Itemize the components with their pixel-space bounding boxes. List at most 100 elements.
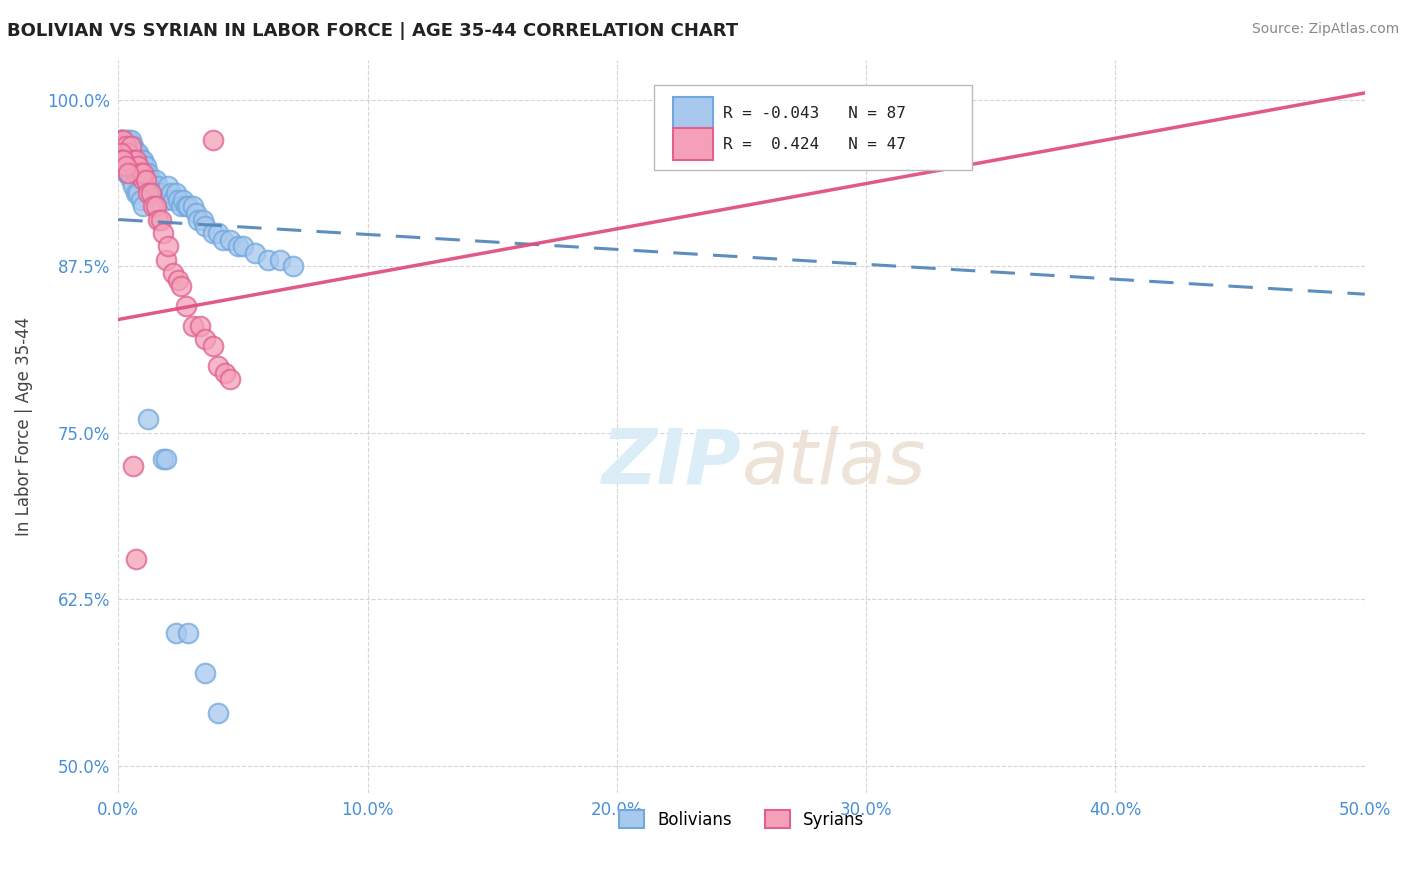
Point xyxy=(135,172,157,186)
Point xyxy=(129,166,152,180)
Point xyxy=(124,552,146,566)
Point xyxy=(129,166,152,180)
Point xyxy=(256,252,278,267)
Point xyxy=(112,139,135,153)
Point xyxy=(124,159,146,173)
Point xyxy=(152,186,174,200)
Point xyxy=(120,172,142,186)
Point xyxy=(155,193,177,207)
Point xyxy=(112,132,135,146)
Text: atlas: atlas xyxy=(741,425,927,500)
Point xyxy=(117,166,139,180)
Point xyxy=(219,372,242,386)
Point xyxy=(117,153,139,167)
Point xyxy=(184,206,207,220)
Point xyxy=(139,186,162,200)
Point xyxy=(120,153,142,167)
Legend: Bolivians, Syrians: Bolivians, Syrians xyxy=(612,804,872,836)
Point xyxy=(124,153,146,167)
Point xyxy=(114,139,136,153)
Point xyxy=(145,172,167,186)
Point xyxy=(114,159,136,173)
Point xyxy=(112,145,135,160)
Point xyxy=(110,132,132,146)
Point xyxy=(194,333,217,347)
Point xyxy=(167,193,190,207)
Point xyxy=(122,179,145,194)
Point xyxy=(129,193,152,207)
Text: Source: ZipAtlas.com: Source: ZipAtlas.com xyxy=(1251,22,1399,37)
Point xyxy=(194,665,217,680)
Point xyxy=(201,339,224,353)
Point xyxy=(201,132,224,146)
Point xyxy=(127,153,149,167)
Y-axis label: In Labor Force | Age 35-44: In Labor Force | Age 35-44 xyxy=(15,317,32,536)
FancyBboxPatch shape xyxy=(673,128,713,161)
Point xyxy=(122,153,145,167)
Point xyxy=(149,212,172,227)
Point xyxy=(132,153,155,167)
Point xyxy=(110,132,132,146)
Point xyxy=(169,279,191,293)
Point xyxy=(110,145,132,160)
Point xyxy=(139,172,162,186)
Point xyxy=(165,625,187,640)
Point xyxy=(136,186,159,200)
Point xyxy=(132,172,155,186)
Point xyxy=(155,452,177,467)
Point xyxy=(117,132,139,146)
Text: R =  0.424   N = 47: R = 0.424 N = 47 xyxy=(723,136,905,152)
Point xyxy=(145,186,167,200)
Point xyxy=(207,359,229,373)
Point xyxy=(136,172,159,186)
Point xyxy=(281,259,304,273)
Point xyxy=(110,132,132,146)
Point xyxy=(122,139,145,153)
Point xyxy=(120,139,142,153)
Point xyxy=(124,166,146,180)
Point xyxy=(145,199,167,213)
Point xyxy=(146,186,169,200)
Point xyxy=(120,145,142,160)
Point xyxy=(114,132,136,146)
FancyBboxPatch shape xyxy=(673,97,713,129)
Point xyxy=(114,139,136,153)
Point xyxy=(146,212,169,227)
Point xyxy=(124,153,146,167)
Point xyxy=(129,153,152,167)
Point xyxy=(142,199,165,213)
Point xyxy=(172,193,194,207)
Point xyxy=(110,139,132,153)
Point xyxy=(117,139,139,153)
Point xyxy=(167,272,190,286)
Point xyxy=(212,233,235,247)
Point xyxy=(181,319,204,334)
Point xyxy=(174,199,197,213)
Text: R = -0.043   N = 87: R = -0.043 N = 87 xyxy=(723,106,905,121)
Point xyxy=(159,186,181,200)
Point xyxy=(245,245,267,260)
Point xyxy=(129,159,152,173)
Point xyxy=(152,226,174,240)
Point xyxy=(269,252,291,267)
Point xyxy=(191,212,214,227)
Point xyxy=(187,212,209,227)
Point xyxy=(194,219,217,234)
Point xyxy=(201,226,224,240)
FancyBboxPatch shape xyxy=(654,86,972,169)
Point xyxy=(181,199,204,213)
Point xyxy=(142,179,165,194)
Point xyxy=(136,412,159,426)
Point xyxy=(155,252,177,267)
Point xyxy=(127,186,149,200)
Point xyxy=(219,233,242,247)
Text: ZIP: ZIP xyxy=(602,425,741,500)
Point xyxy=(162,193,184,207)
Point xyxy=(127,159,149,173)
Point xyxy=(152,452,174,467)
Point xyxy=(135,166,157,180)
Point xyxy=(132,166,155,180)
Point xyxy=(177,199,200,213)
Point xyxy=(132,166,155,180)
Point xyxy=(149,186,172,200)
